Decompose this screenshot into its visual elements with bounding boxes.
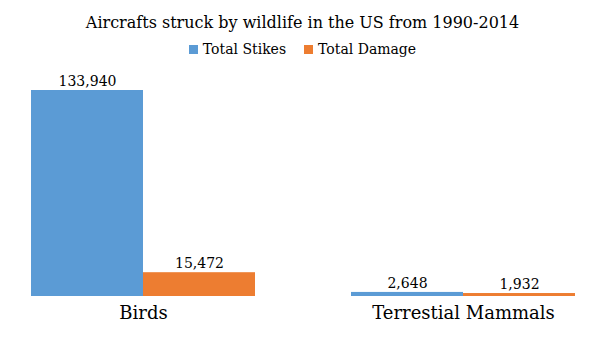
svg-text:1,932: 1,932 (499, 276, 539, 292)
svg-text:Terrestial Mammals: Terrestial Mammals (372, 302, 555, 323)
svg-text:Birds: Birds (119, 302, 167, 323)
svg-text:133,940: 133,940 (59, 73, 117, 89)
html-text:Total Damage: Total Damage (318, 41, 417, 57)
svg-text:15,472: 15,472 (175, 255, 224, 271)
html-text:Total Stikes: Total Stikes (202, 41, 287, 57)
svg-text:2,648: 2,648 (387, 275, 427, 291)
html-text:Aircrafts struck by wildlife i: Aircrafts struck by wildlife in the US f… (85, 13, 520, 32)
